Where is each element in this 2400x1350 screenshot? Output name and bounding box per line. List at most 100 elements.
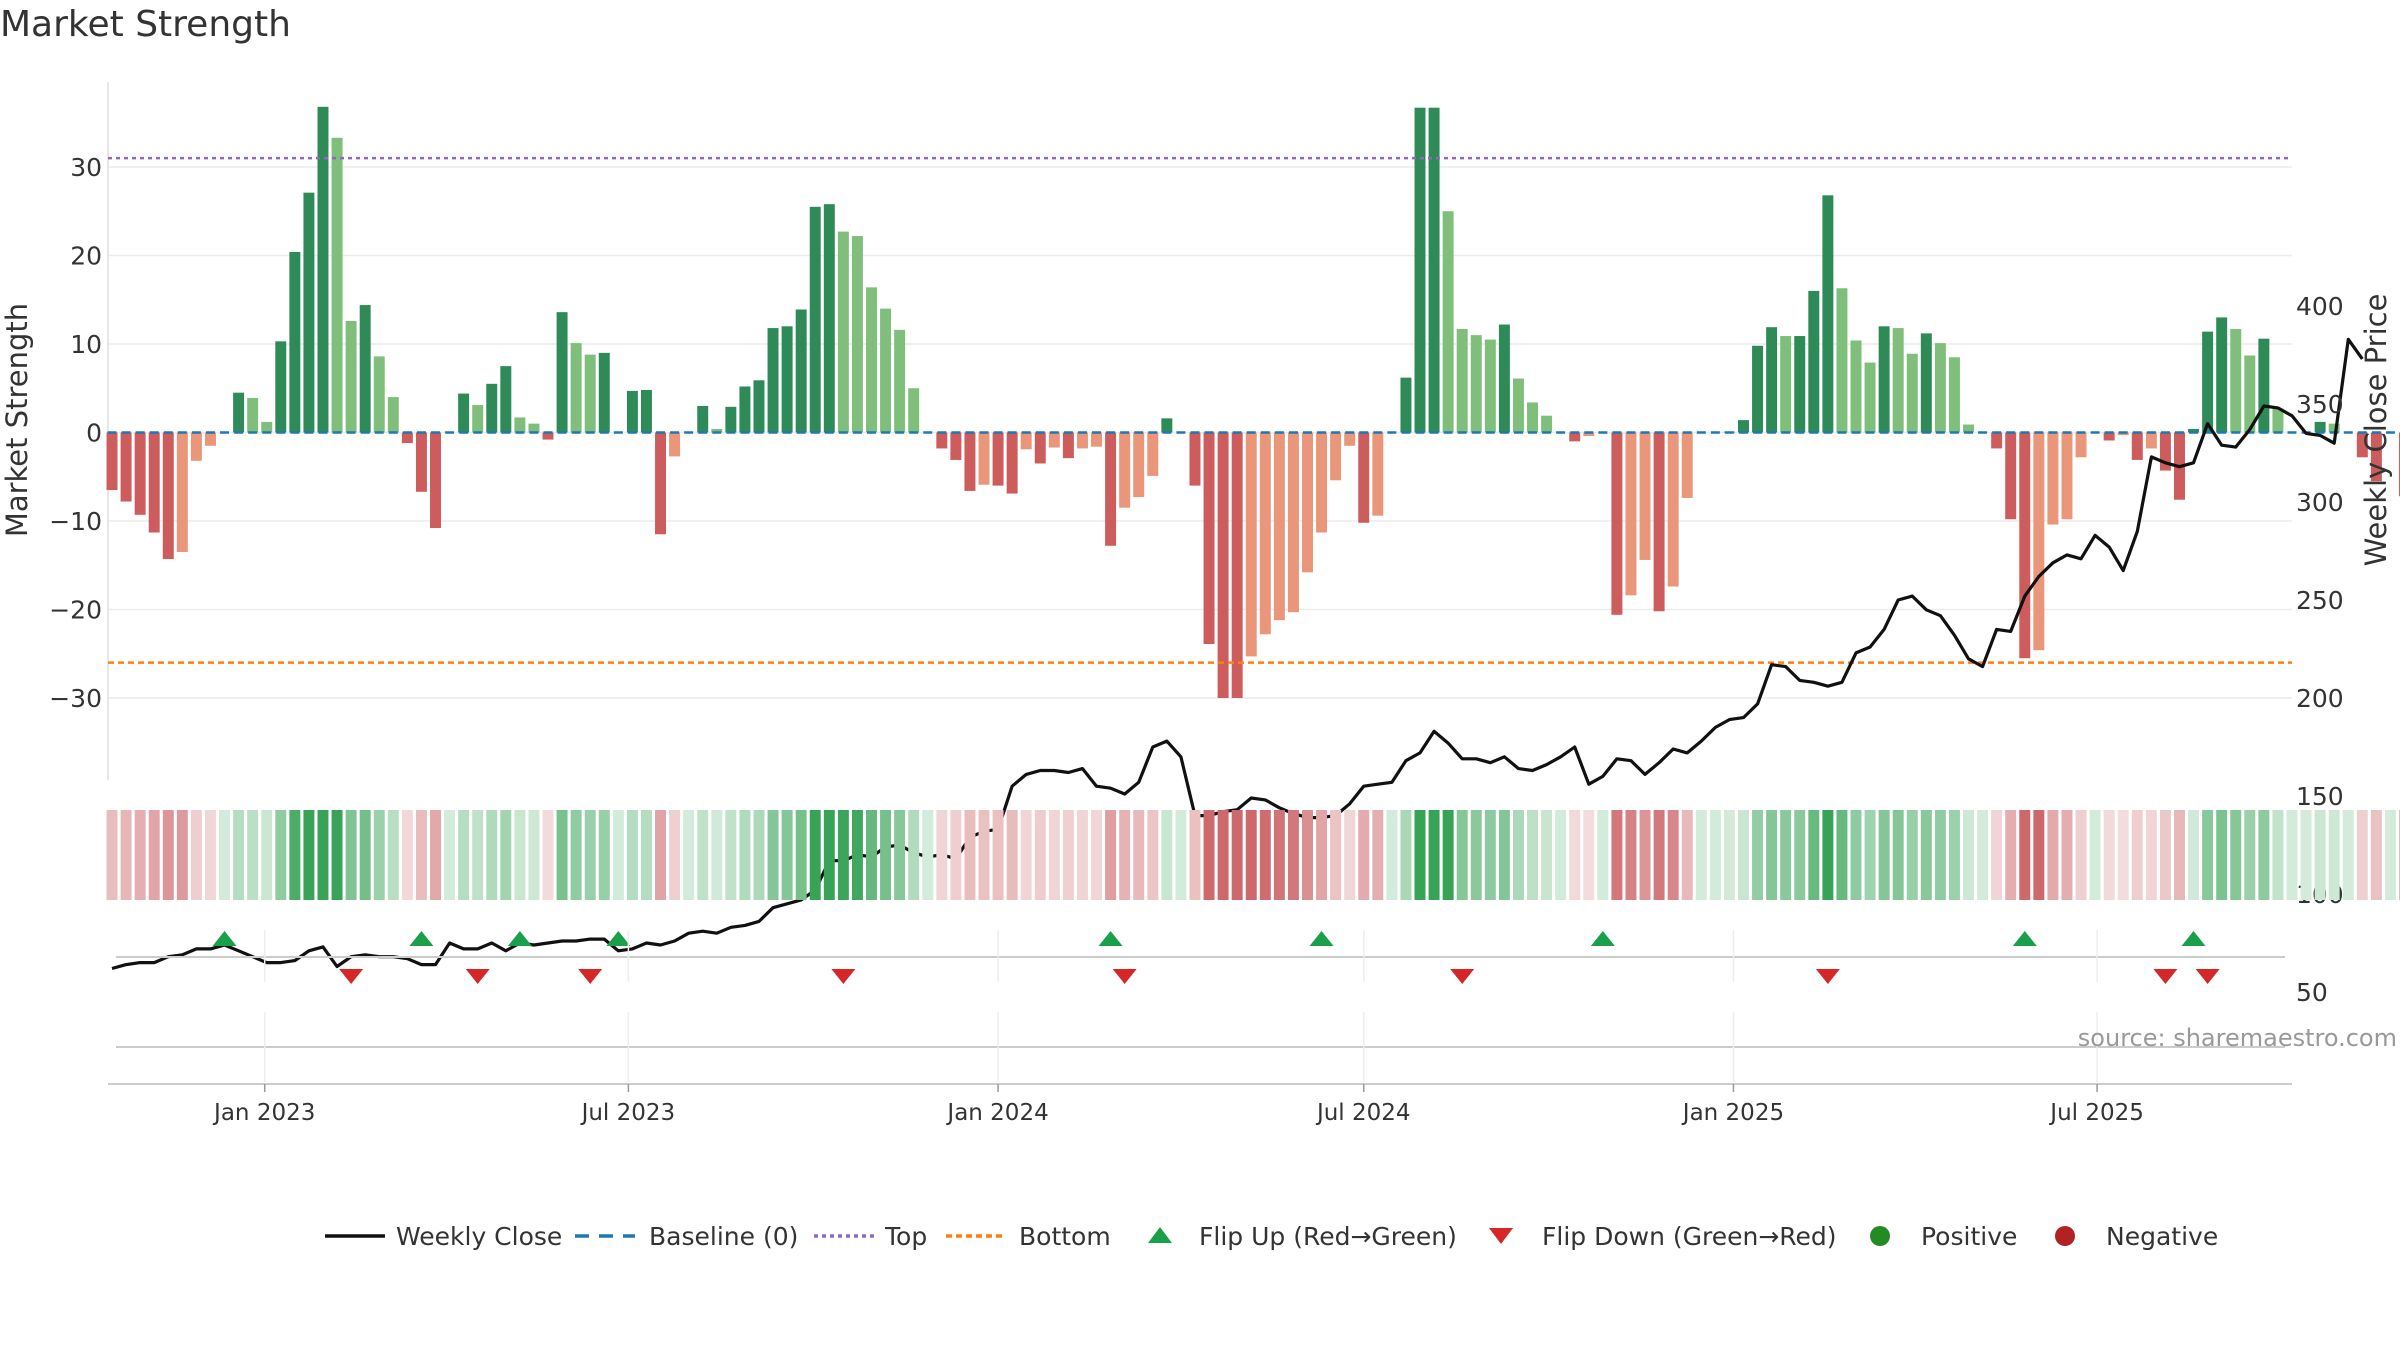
strip-cell xyxy=(964,810,976,900)
strip-cell xyxy=(1372,810,1384,900)
strip-cell xyxy=(1667,810,1679,900)
strength-bar xyxy=(1766,327,1778,433)
strength-bar xyxy=(1189,432,1201,486)
strip-cell xyxy=(739,810,751,900)
flip-markers xyxy=(108,931,2292,1085)
flip-down-marker xyxy=(2153,969,2178,984)
strip-cell xyxy=(148,810,160,900)
strength-bar xyxy=(626,390,638,433)
strength-bar xyxy=(1302,432,1313,573)
strip-cell xyxy=(2384,810,2396,900)
strip-cell xyxy=(697,810,709,900)
strip-cell xyxy=(162,810,174,900)
y2-tick-label: 150 xyxy=(2296,782,2344,811)
strip-cell xyxy=(640,810,652,900)
strength-bar xyxy=(2131,432,2143,460)
x-tick-label: Jan 2025 xyxy=(1681,1100,1784,1126)
y2-tick-label: 300 xyxy=(2296,488,2344,517)
strength-bar xyxy=(950,432,962,460)
strength-bar xyxy=(1639,432,1651,560)
strength-bar xyxy=(1400,377,1412,433)
strip-cell xyxy=(2103,810,2115,900)
flip-up-marker xyxy=(2181,931,2206,946)
strip-cell xyxy=(1358,810,1370,900)
strength-bar xyxy=(992,432,1004,486)
strength-bar xyxy=(2216,317,2228,433)
strength-bar xyxy=(134,432,146,515)
y-tick-label: −20 xyxy=(49,596,102,625)
legend-label: Negative xyxy=(2106,1222,2218,1251)
strength-bar xyxy=(1681,432,1693,498)
flip-up-marker xyxy=(606,931,631,946)
strength-bar xyxy=(655,432,667,535)
strip-cell xyxy=(1330,810,1342,900)
strength-bar xyxy=(261,421,273,433)
strip-cell xyxy=(500,810,512,900)
strip-cell xyxy=(1344,810,1356,900)
strength-bar xyxy=(233,392,245,433)
strip-cell xyxy=(134,810,146,900)
strip-cell xyxy=(359,810,371,900)
strip-cell xyxy=(2188,810,2200,900)
strength-bar xyxy=(1850,340,1862,433)
strength-bar xyxy=(2370,432,2382,482)
strip-cell xyxy=(1709,810,1721,900)
strength-bar xyxy=(247,397,259,433)
x-axis: Jan 2023 Jul 2023 Jan 2024 Jul 2024 Jan 2025… xyxy=(212,930,2144,1126)
strip-cell xyxy=(1105,810,1117,900)
strip-cell xyxy=(1681,810,1693,900)
strip-cell xyxy=(472,810,484,900)
strip-cell xyxy=(1808,810,1820,900)
strength-bar xyxy=(964,432,976,491)
strength-bar xyxy=(753,380,765,433)
strip-cell xyxy=(303,810,315,900)
strength-bar xyxy=(1414,107,1426,433)
strip-cell xyxy=(247,810,259,900)
strength-bar xyxy=(1006,432,1018,494)
strip-cell xyxy=(1414,810,1426,900)
strength-bar xyxy=(570,343,582,433)
strength-bar xyxy=(542,432,554,440)
y2-tick-label: 250 xyxy=(2296,586,2344,615)
y-axis-label: Market Strength xyxy=(0,303,34,537)
strength-bar xyxy=(1569,432,1581,442)
strength-bar xyxy=(1512,378,1524,433)
strip-cell xyxy=(1119,810,1131,900)
strip-cell xyxy=(1611,810,1623,900)
chart-title: Market Strength xyxy=(0,4,291,45)
strip-cell xyxy=(528,810,540,900)
strength-bar xyxy=(2328,423,2340,433)
y-tick-label: 30 xyxy=(70,153,102,182)
strength-bar xyxy=(2244,355,2256,433)
strip-cell xyxy=(556,810,568,900)
strip-cell xyxy=(415,810,427,900)
strength-bar xyxy=(1203,432,1215,645)
strength-bar xyxy=(2103,432,2115,441)
strip-cell xyxy=(2047,810,2059,900)
strength-bar xyxy=(1808,290,1820,433)
weekly-close-line xyxy=(111,337,2364,971)
strength-bar xyxy=(936,432,948,449)
y-tick-label: −10 xyxy=(49,507,102,536)
y-tick-label: 0 xyxy=(86,419,102,448)
strength-bar xyxy=(1372,432,1384,516)
strength-bar xyxy=(2159,432,2171,471)
strength-bar xyxy=(1020,432,1032,450)
strip-cell xyxy=(880,810,892,900)
strip-cell xyxy=(795,810,807,900)
legend-dot-icon xyxy=(2055,1226,2075,1246)
strip-cell xyxy=(1752,810,1764,900)
strength-bar xyxy=(1245,432,1257,657)
strength-bar xyxy=(1583,432,1595,437)
strength-bar xyxy=(1316,432,1328,533)
strip-cell xyxy=(430,810,441,900)
strength-bar xyxy=(1344,432,1356,446)
y2-axis-label: Weekly Close Price xyxy=(2359,294,2393,567)
strip-cell xyxy=(275,810,287,900)
legend-flip-up-icon xyxy=(1148,1227,1172,1243)
y2-tick-label: 50 xyxy=(2296,978,2328,1007)
strength-bar xyxy=(1738,420,1749,433)
strip-cell xyxy=(2131,810,2143,900)
x-tick-label: Jan 2024 xyxy=(945,1100,1048,1126)
